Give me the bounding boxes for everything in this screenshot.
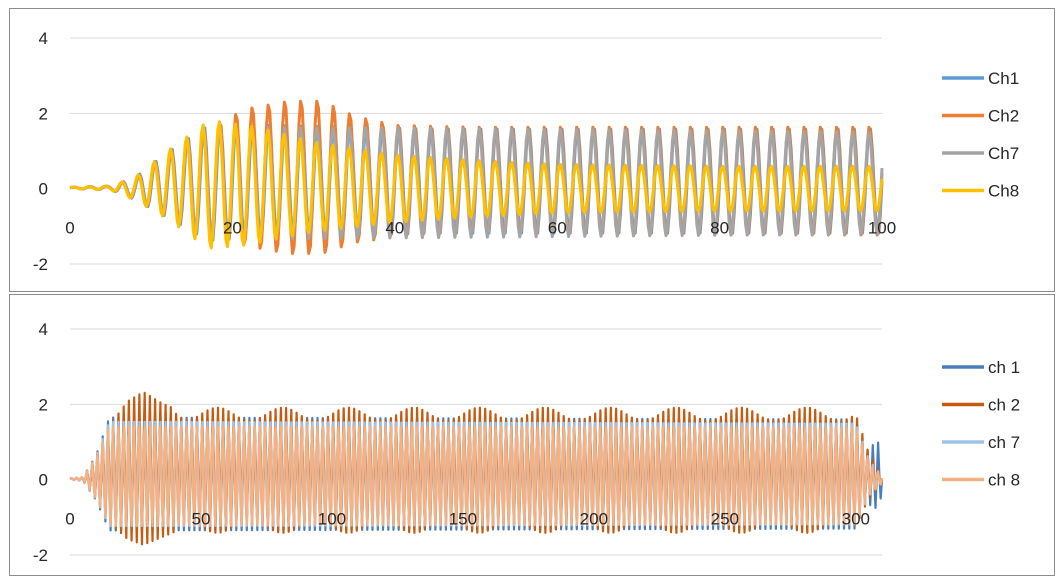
y-tick-label: -2 xyxy=(33,546,48,565)
x-tick-label: 250 xyxy=(711,510,739,529)
x-tick-label: 300 xyxy=(842,510,870,529)
x-tick-label: 20 xyxy=(223,219,242,238)
x-tick-label: 0 xyxy=(65,510,74,529)
x-tick-label: 150 xyxy=(449,510,477,529)
series-group xyxy=(69,99,884,255)
legend-label: Ch2 xyxy=(988,107,1019,126)
legend-label: Ch8 xyxy=(988,182,1019,201)
legend-label: ch 8 xyxy=(988,471,1020,490)
chart-bottom-svg: 4 2 0 -2 0 50 100 150 200 250 300 ch 1 ch 2 ch 7 ch 8 xyxy=(33,320,1020,565)
y-tick-label: 0 xyxy=(39,180,48,199)
series-group xyxy=(69,391,884,546)
y-tick-label: 2 xyxy=(39,395,48,414)
x-tick-label: 50 xyxy=(192,510,211,529)
legend-label: ch 2 xyxy=(988,396,1020,415)
chart-panel-bottom: 4 2 0 -2 0 50 100 150 200 250 300 ch 1 ch 2 ch 7 ch 8 xyxy=(9,294,1055,576)
x-tick-label: 40 xyxy=(385,219,404,238)
y-tick-label: -2 xyxy=(33,255,48,274)
y-tick-label: 4 xyxy=(39,29,48,48)
y-tick-label: 0 xyxy=(39,471,48,490)
legend-label: ch 7 xyxy=(988,433,1020,452)
y-tick-label: 2 xyxy=(39,104,48,123)
legend-label: Ch7 xyxy=(988,144,1019,163)
x-tick-label: 0 xyxy=(65,219,74,238)
y-tick-label: 4 xyxy=(39,320,48,339)
series-line-ch8 xyxy=(69,425,884,527)
legend-label: Ch1 xyxy=(988,69,1019,88)
x-tick-label: 100 xyxy=(318,510,346,529)
x-tick-label: 60 xyxy=(548,219,567,238)
series-line-Ch8 xyxy=(69,121,884,250)
x-tick-label: 100 xyxy=(868,219,896,238)
x-tick-label: 80 xyxy=(710,219,729,238)
x-tick-label: 200 xyxy=(580,510,608,529)
legend-label: ch 1 xyxy=(988,358,1020,377)
chart-panel-top: 4 2 0 -2 0 20 40 60 80 100 Ch1 Ch2 Ch7 Ch8 xyxy=(9,8,1055,292)
